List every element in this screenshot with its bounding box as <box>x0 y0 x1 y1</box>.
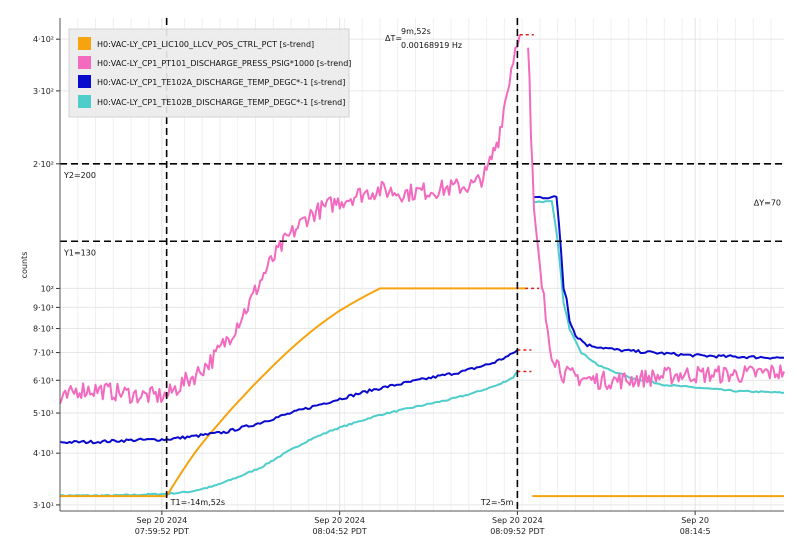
delta-y-label: ΔY=70 <box>754 199 781 208</box>
x-tick-label: Sep 20 2024 <box>492 516 543 525</box>
t2-cursor-label: T2=-5m <box>480 498 514 507</box>
legend-swatch <box>78 95 91 108</box>
x-tick-label: Sep 20 2024 <box>137 516 188 525</box>
legend-label: H0:VAC-LY_CP1_TE102A_DISCHARGE_TEMP_DEGC… <box>97 78 345 87</box>
delta-t-frequency: 0.00168919 Hz <box>401 41 462 50</box>
series-line <box>59 370 519 498</box>
legend-swatch <box>78 75 91 88</box>
y-tick-label: 5·10¹ <box>33 409 54 418</box>
series-line <box>60 287 526 498</box>
legend-item[interactable]: H0:VAC-LY_CP1_TE102B_DISCHARGE_TEMP_DEGC… <box>78 95 345 108</box>
y-tick-label: 6·10¹ <box>33 376 54 385</box>
t1-cursor-label: T1=-14m,52s <box>170 498 225 507</box>
y-tick-label: 4·10¹ <box>33 449 54 458</box>
x-tick-label: 07:59:52 PDT <box>135 527 189 536</box>
x-tick-label: 08:04:52 PDT <box>312 527 366 536</box>
delta-t-value: 9m,52s <box>401 27 431 36</box>
y-tick-label: 3·10¹ <box>33 501 54 510</box>
legend-label: H0:VAC-LY_CP1_TE102B_DISCHARGE_TEMP_DEGC… <box>97 98 345 107</box>
legend-item[interactable]: H0:VAC-LY_CP1_LIC100_LLCV_POS_CTRL_PCT [… <box>78 37 314 50</box>
delta-t-label: ΔT= <box>385 34 402 43</box>
y-axis-label: counts <box>20 252 29 279</box>
legend-label: H0:VAC-LY_CP1_PT101_DISCHARGE_PRESS_PSIG… <box>97 59 351 68</box>
x-tick-label: 08:14:5 <box>680 527 711 536</box>
y-tick-label: 10² <box>41 284 54 293</box>
series-line-after-gap <box>527 47 785 391</box>
series-layer <box>59 33 785 498</box>
y-tick-label: 2·10² <box>33 160 54 169</box>
y1-cursor-label: Y1=130 <box>63 248 96 257</box>
y-tick-label: 7·10¹ <box>33 349 54 358</box>
x-tick-label: Sep 20 <box>681 516 709 525</box>
series-line-after-gap <box>533 200 785 394</box>
y2-cursor-label: Y2=200 <box>63 171 96 180</box>
series-line <box>59 349 519 445</box>
legend-label: H0:VAC-LY_CP1_LIC100_LLCV_POS_CTRL_PCT [… <box>97 40 314 49</box>
y-tick-label: 3·10² <box>33 87 54 96</box>
x-tick-label: 08:09:52 PDT <box>490 527 544 536</box>
axis-layer: 3·10¹ 4·10¹ 5·10¹ 6·10¹ 7·10¹ 8·10¹ 9·10¹ 10² 2·… <box>33 18 784 536</box>
series-line <box>59 34 521 405</box>
legend-item[interactable]: H0:VAC-LY_CP1_PT101_DISCHARGE_PRESS_PSIG… <box>78 56 351 69</box>
series-line-after-gap <box>533 195 785 360</box>
legend: H0:VAC-LY_CP1_LIC100_LLCV_POS_CTRL_PCT [… <box>68 28 351 118</box>
legend-box <box>68 28 350 118</box>
legend-swatch <box>78 56 91 69</box>
y-tick-label: 9·10¹ <box>33 303 54 312</box>
legend-swatch <box>78 37 91 50</box>
y-tick-label: 4·10² <box>33 35 54 44</box>
legend-item[interactable]: H0:VAC-LY_CP1_TE102A_DISCHARGE_TEMP_DEGC… <box>78 75 345 88</box>
x-tick-label: Sep 20 2024 <box>314 516 365 525</box>
y-tick-label: 8·10¹ <box>33 325 54 334</box>
